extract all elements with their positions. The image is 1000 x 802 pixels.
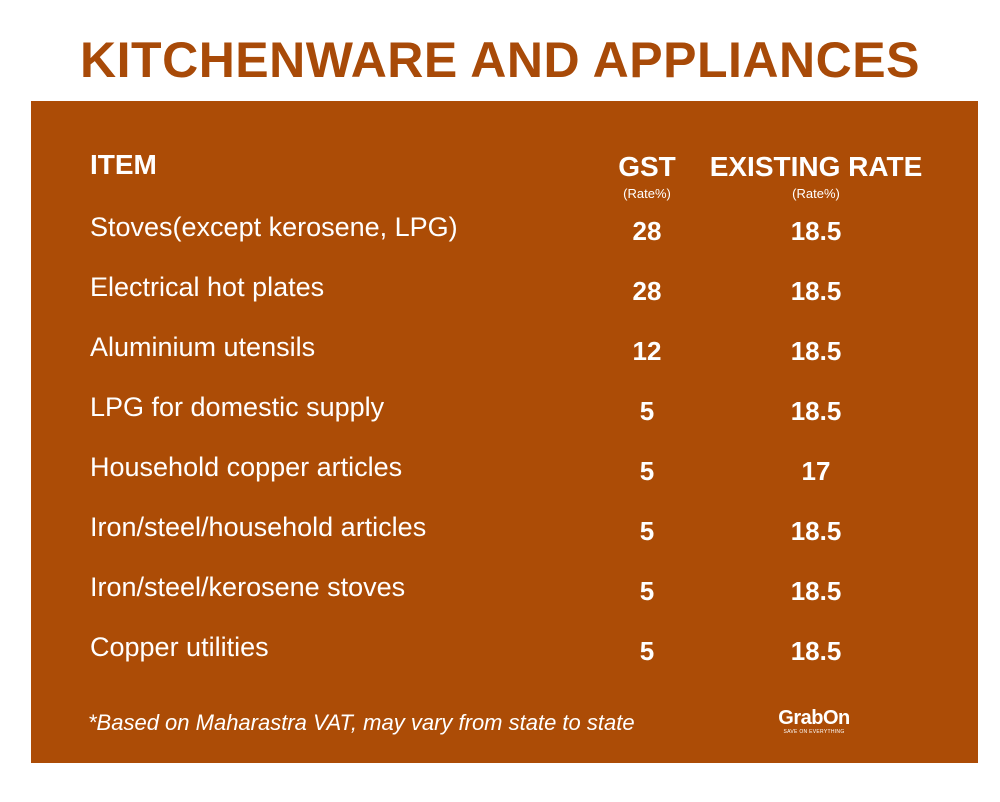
column-subheader-gst-unit: (Rate%) xyxy=(623,186,671,201)
rates-table-panel: ITEM GST EXISTING RATE (Rate%) (Rate%) S… xyxy=(31,101,978,763)
table-row: Stoves(except kerosene, LPG) 28 18.5 xyxy=(31,207,978,247)
existing-rate: 17 xyxy=(801,456,831,486)
existing-rate: 18.5 xyxy=(790,216,842,246)
item-name: Household copper articles xyxy=(90,452,403,482)
logo-tagline: Save on everything xyxy=(783,729,845,735)
gst-rate: 5 xyxy=(639,636,655,666)
existing-rate: 18.5 xyxy=(790,576,842,606)
table-row: Electrical hot plates 28 18.5 xyxy=(31,267,978,307)
column-subheader-existing-unit: (Rate%) xyxy=(792,186,840,201)
table-row: Iron/steel/kerosene stoves 5 18.5 xyxy=(31,567,978,607)
logo-name: GrabOn xyxy=(778,707,850,729)
existing-rate: 18.5 xyxy=(790,516,842,546)
item-name: Electrical hot plates xyxy=(90,272,325,302)
gst-rate: 5 xyxy=(639,516,655,546)
item-name: LPG for domestic supply xyxy=(90,392,385,422)
item-name: Iron/steel/household articles xyxy=(90,512,427,542)
existing-rate: 18.5 xyxy=(790,276,842,306)
table-row: Copper utilities 5 18.5 xyxy=(31,627,978,667)
column-header-item: ITEM xyxy=(90,149,157,180)
gst-rate: 12 xyxy=(632,336,662,366)
item-name: Stoves(except kerosene, LPG) xyxy=(90,212,458,242)
table-row: LPG for domestic supply 5 18.5 xyxy=(31,387,978,427)
item-name: Copper utilities xyxy=(90,632,269,662)
gst-rate: 5 xyxy=(639,576,655,606)
gst-rate: 5 xyxy=(639,456,655,486)
gst-rate: 5 xyxy=(639,396,655,426)
item-name: Aluminium utensils xyxy=(90,332,316,362)
table-row: Aluminium utensils 12 18.5 xyxy=(31,327,978,367)
existing-rate: 18.5 xyxy=(790,336,842,366)
page-title: KITCHENWARE AND APPLIANCES xyxy=(80,32,920,88)
existing-rate: 18.5 xyxy=(790,396,842,426)
column-header-gst: GST xyxy=(618,151,676,182)
column-header-existing-rate: EXISTING RATE xyxy=(709,151,923,182)
footnote: *Based on Maharastra VAT, may vary from … xyxy=(88,710,635,735)
table-row: Household copper articles 5 17 xyxy=(31,447,978,487)
gst-rate: 28 xyxy=(632,276,662,306)
existing-rate: 18.5 xyxy=(790,636,842,666)
table-row: Iron/steel/household articles 5 18.5 xyxy=(31,507,978,547)
item-name: Iron/steel/kerosene stoves xyxy=(90,572,406,602)
grabon-logo: GrabOn Save on everything xyxy=(771,707,857,735)
gst-rate: 28 xyxy=(632,216,662,246)
